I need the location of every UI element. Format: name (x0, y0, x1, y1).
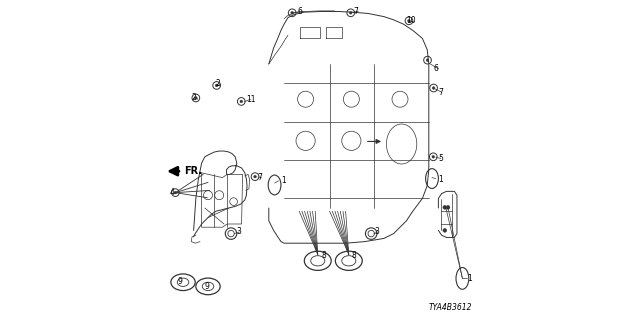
Text: 1: 1 (438, 175, 443, 184)
Text: 7: 7 (354, 7, 358, 16)
Text: 7: 7 (258, 173, 262, 182)
Circle shape (446, 205, 450, 209)
Text: FR.: FR. (184, 166, 202, 176)
Text: 4: 4 (170, 188, 175, 196)
Circle shape (426, 59, 429, 61)
Circle shape (349, 12, 352, 14)
Circle shape (291, 12, 294, 14)
Text: 3: 3 (374, 228, 380, 236)
Circle shape (443, 228, 447, 232)
Text: 2: 2 (192, 93, 196, 102)
Text: 10: 10 (406, 16, 416, 25)
Text: 6: 6 (434, 64, 438, 73)
Text: 9: 9 (178, 277, 182, 286)
Circle shape (174, 191, 177, 194)
Text: 1: 1 (282, 176, 286, 185)
Text: 7: 7 (438, 88, 444, 97)
Text: 8: 8 (322, 252, 326, 260)
Text: 8: 8 (352, 252, 356, 260)
Text: TYA4B3612: TYA4B3612 (429, 303, 472, 312)
Circle shape (432, 87, 435, 89)
Text: 2: 2 (216, 79, 221, 88)
Circle shape (215, 84, 218, 87)
Circle shape (253, 175, 257, 178)
Text: 11: 11 (246, 95, 255, 104)
Text: 3: 3 (236, 228, 241, 236)
Text: 6: 6 (298, 7, 303, 16)
Circle shape (240, 100, 243, 103)
Text: 1: 1 (467, 274, 472, 283)
Circle shape (408, 20, 410, 22)
Text: 5: 5 (438, 154, 444, 163)
Circle shape (432, 156, 435, 158)
Circle shape (195, 97, 197, 99)
Text: 9: 9 (205, 282, 210, 291)
Circle shape (443, 205, 447, 209)
